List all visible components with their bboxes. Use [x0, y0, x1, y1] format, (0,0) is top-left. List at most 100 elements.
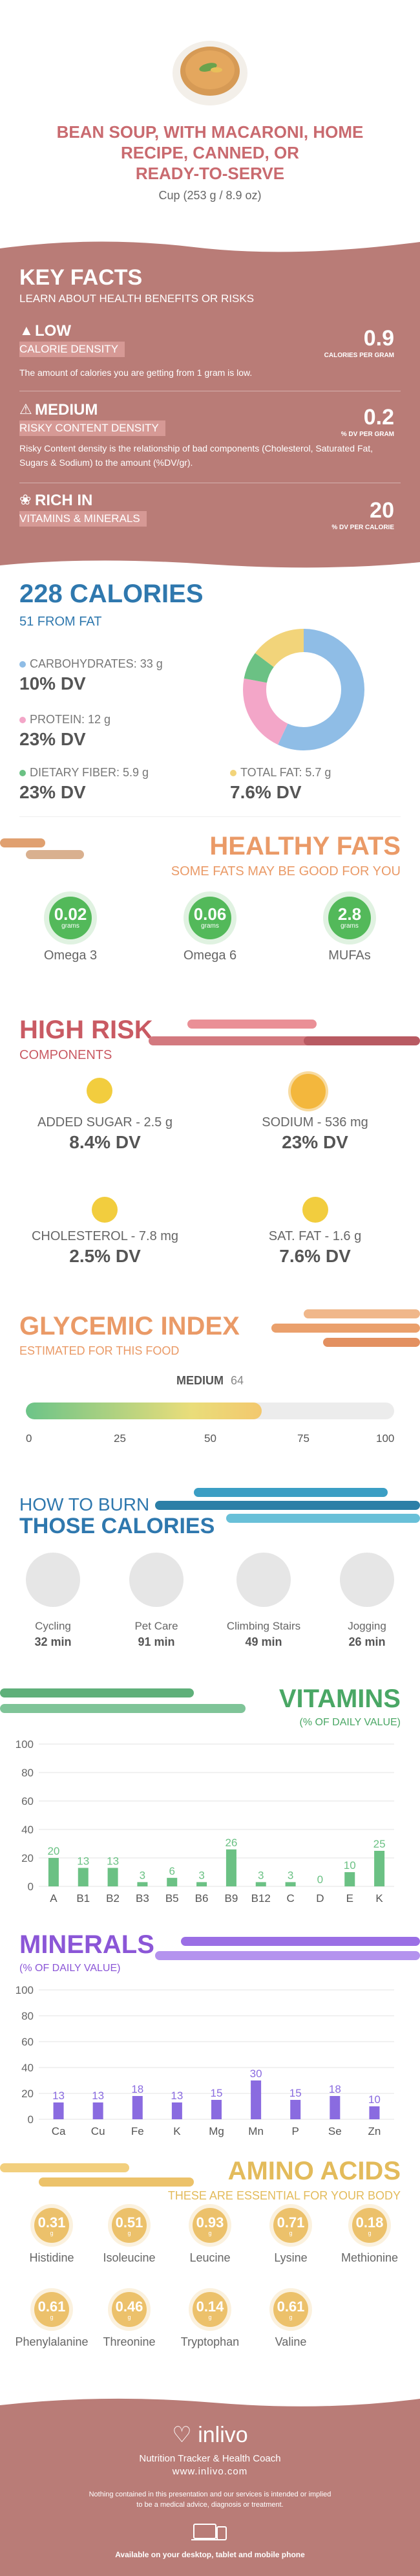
glycemic-value: 64	[230, 1374, 244, 1387]
bar-value-label: 13	[52, 2090, 65, 2102]
amino-value: 0.51	[115, 2214, 143, 2231]
y-tick-label: 0	[28, 1881, 34, 1893]
amino-bubble: 0.61 g	[34, 2292, 69, 2327]
sodium-label: SODIUM - 536 mg	[262, 1115, 368, 1130]
x-tick-label: Se	[328, 2125, 342, 2137]
jogging-icon	[340, 1553, 394, 1607]
y-tick-label: 80	[21, 2010, 34, 2022]
fiber-label-text: DIETARY FIBER: 5.9 g	[30, 766, 149, 779]
healthy-fats-section: HEALTHY FATS SOME FATS MAY BE GOOD FOR Y…	[0, 825, 420, 981]
amino-bubble: 0.51 g	[112, 2208, 147, 2243]
glycemic-track	[26, 1403, 394, 1419]
decor-stripe	[155, 1501, 420, 1510]
donut-fat	[243, 629, 364, 750]
bubble-unit: grams	[201, 922, 219, 930]
neutral-icon	[291, 1074, 326, 1109]
inlivo-logo: ♡ inlivo	[0, 2422, 420, 2448]
tick-label: 100	[376, 1432, 395, 1445]
amino-value: 0.71	[277, 2214, 305, 2231]
fact-value: 0.9	[363, 326, 394, 351]
carbs-dv: 10% DV	[19, 673, 86, 693]
fiber-dv: 23% DV	[19, 782, 86, 802]
bar	[344, 1872, 355, 1886]
protein-label-text: PROTEIN: 12 g	[30, 713, 111, 726]
decor-stripe	[0, 1704, 246, 1713]
bar	[167, 1877, 178, 1886]
x-tick-label: B12	[251, 1892, 271, 1905]
x-tick-label: K	[375, 1892, 383, 1905]
fact-tag: MEDIUM	[35, 401, 98, 419]
footer-url[interactable]: www.inlivo.com	[172, 2466, 248, 2477]
key-facts-subtitle: LEARN ABOUT HEALTH BENEFITS OR RISKS	[19, 292, 255, 305]
amino-label: Isoleucine	[103, 2251, 156, 2264]
x-tick-label: Zn	[368, 2125, 381, 2137]
footer-disclaimer-1: Nothing contained in this presentation a…	[89, 2491, 331, 2498]
minerals-section: MINERALS (% OF DAILY VALUE) 0 20 40 60 80 100…	[0, 1925, 420, 2145]
burn-title-bottom: THOSE CALORIES	[19, 1514, 215, 1538]
amino-label: Lysine	[274, 2251, 308, 2264]
high-risk-section: HIGH RISK COMPONENTS ADDED SUGAR - 2.5 g…	[0, 1009, 420, 1281]
y-tick-label: 60	[21, 1795, 34, 1807]
x-tick-label: A	[50, 1892, 58, 1905]
sodium-dv: 23% DV	[282, 1132, 348, 1152]
key-facts-title: KEY FACTS	[19, 265, 143, 290]
carbs-dot	[19, 661, 26, 668]
x-tick-label: B1	[76, 1892, 90, 1905]
x-tick-label: E	[346, 1892, 353, 1905]
sat-fat-dv: 7.6% DV	[279, 1246, 351, 1266]
bar	[137, 1882, 148, 1886]
bar	[171, 2102, 182, 2119]
decor-stripe	[39, 2178, 194, 2187]
fat-label-text: TOTAL FAT: 5.7 g	[240, 766, 331, 779]
food-title-line-1: BEAN SOUP, WITH MACARONI, HOME	[56, 122, 364, 142]
footer-tagline: Nutrition Tracker & Health Coach	[139, 2453, 281, 2464]
food-title-line-2: RECIPE, CANNED, OR	[121, 143, 299, 162]
bar-value-label: 20	[47, 1845, 59, 1857]
omega6-label: Omega 6	[183, 948, 237, 963]
decor-stripe	[0, 838, 45, 847]
fact-value: 20	[370, 498, 394, 523]
bubble-unit: grams	[61, 922, 79, 930]
x-tick-label: P	[292, 2125, 299, 2137]
y-tick-label: 20	[21, 1852, 34, 1864]
leaf-icon: ❀	[19, 492, 32, 508]
bar-value-label: 3	[198, 1869, 204, 1881]
burn-label: Climbing Stairs	[226, 1620, 301, 1632]
donut-protein	[243, 629, 364, 750]
bar	[78, 1868, 89, 1886]
bar-value-label: 13	[77, 1855, 89, 1867]
fact-calorie-density: ▲ LOW CALORIE DENSITY 0.9 CALORIES PER G…	[19, 322, 401, 393]
burn-section: HOW TO BURN THOSE CALORIES Cycling 32 mi…	[0, 1481, 420, 1675]
amino-unit: g	[50, 2230, 54, 2236]
x-tick-label: Fe	[131, 2125, 144, 2137]
bar	[132, 2096, 143, 2119]
bubble-unit: grams	[341, 922, 359, 930]
fact-risky-density: ⚠ MEDIUM RISKY CONTENT DENSITY 0.2 % DV …	[19, 401, 401, 485]
burn-time: 49 min	[245, 1635, 282, 1648]
header: BEAN SOUP, WITH MACARONI, HOME RECIPE, C…	[0, 0, 420, 233]
fact-unit: % DV PER CALORIE	[331, 524, 394, 531]
x-tick-label: B9	[225, 1892, 238, 1905]
y-tick-label: 0	[28, 2113, 34, 2126]
y-tick-label: 40	[21, 1824, 34, 1836]
y-tick-label: 80	[21, 1767, 34, 1779]
bar-value-label: 13	[92, 2090, 104, 2102]
amino-value: 0.93	[196, 2214, 224, 2231]
tick-label: 25	[114, 1432, 126, 1445]
amino-section: AMINO ACIDS THESE ARE ESSENTIAL FOR YOUR…	[0, 2154, 420, 2413]
carbs-label-text: CARBOHYDRATES: 33 g	[30, 657, 163, 670]
amino-label: Phenylalanine	[15, 2335, 89, 2348]
bar	[290, 2100, 301, 2119]
x-tick-label: B6	[195, 1892, 209, 1905]
protein-block: PROTEIN: 12 g 23% DV	[19, 713, 110, 750]
decor-stripe	[0, 1688, 194, 1697]
amino-subtitle: THESE ARE ESSENTIAL FOR YOUR BODY	[167, 2189, 401, 2202]
bar-value-label: 10	[344, 1859, 356, 1872]
fact-tag: RICH IN	[35, 492, 93, 509]
x-tick-label: Mg	[209, 2125, 224, 2137]
decor-stripe	[0, 2163, 129, 2172]
fat-dot	[230, 770, 236, 777]
decor-stripe	[304, 1036, 420, 1045]
x-tick-label: K	[173, 2125, 181, 2137]
amino-unit: g	[208, 2314, 212, 2320]
